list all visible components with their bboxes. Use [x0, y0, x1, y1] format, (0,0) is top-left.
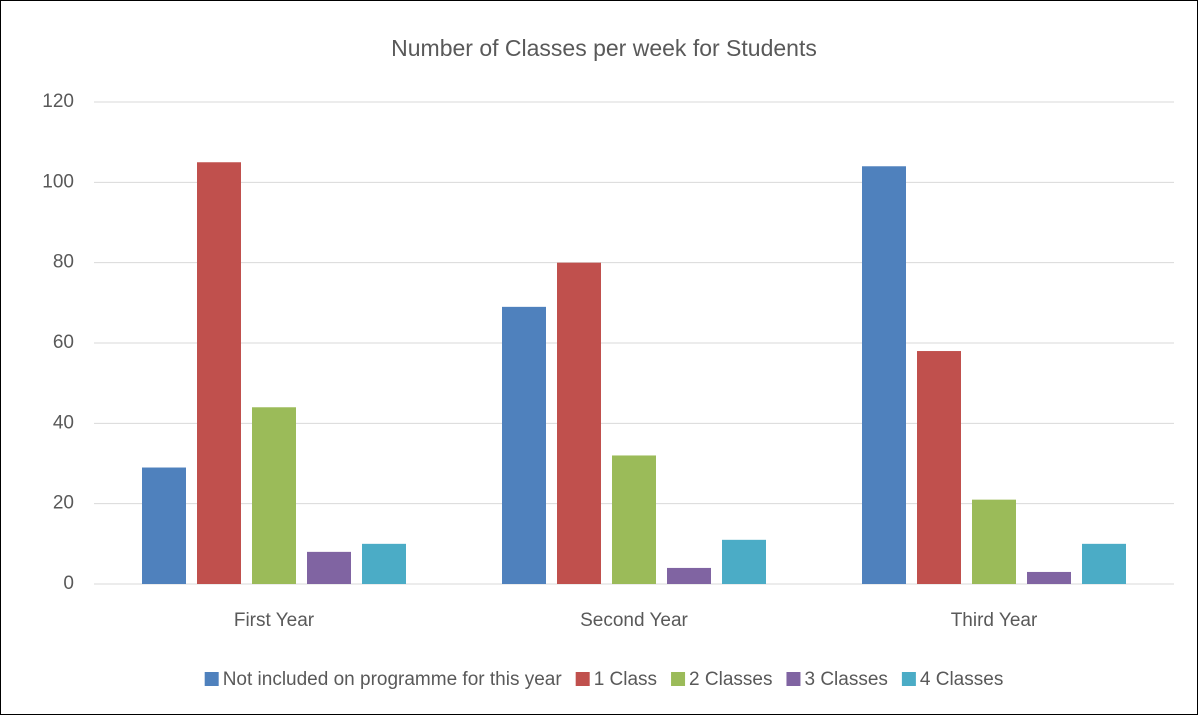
bar [502, 306, 546, 584]
bar [1027, 571, 1071, 584]
bar [612, 455, 656, 584]
legend-label: 4 Classes [920, 669, 1003, 690]
bar [557, 262, 601, 584]
legend-swatch [786, 672, 801, 686]
y-tick-label: 0 [63, 573, 74, 594]
legend-swatch [575, 672, 590, 686]
bar [252, 407, 296, 584]
bar [142, 467, 186, 584]
y-tick-label: 100 [42, 171, 74, 192]
legend-label: 3 Classes [804, 669, 887, 690]
legend-label: 2 Classes [689, 669, 772, 690]
y-tick-label: 40 [53, 412, 74, 433]
bar [1082, 543, 1126, 584]
bar [722, 539, 766, 584]
y-tick-label: 20 [53, 493, 74, 514]
legend-swatch [901, 672, 916, 686]
bar [197, 162, 241, 584]
bar [362, 543, 406, 584]
y-tick-label: 60 [53, 332, 74, 353]
legend-label: Not included on programme for this year [223, 669, 563, 690]
bar [862, 166, 906, 584]
x-tick-label: Third Year [951, 610, 1038, 631]
bar [917, 351, 961, 584]
legend-label: 1 Class [594, 669, 657, 690]
bar [972, 499, 1016, 584]
y-tick-label: 120 [42, 91, 74, 112]
chart-title: Number of Classes per week for Students [391, 35, 817, 61]
y-tick-label: 80 [53, 252, 74, 273]
legend-swatch [671, 672, 686, 686]
bar [307, 551, 351, 584]
legend-swatch [204, 672, 219, 686]
x-tick-label: Second Year [580, 610, 688, 631]
x-tick-label: First Year [234, 610, 315, 631]
bar [667, 567, 711, 584]
